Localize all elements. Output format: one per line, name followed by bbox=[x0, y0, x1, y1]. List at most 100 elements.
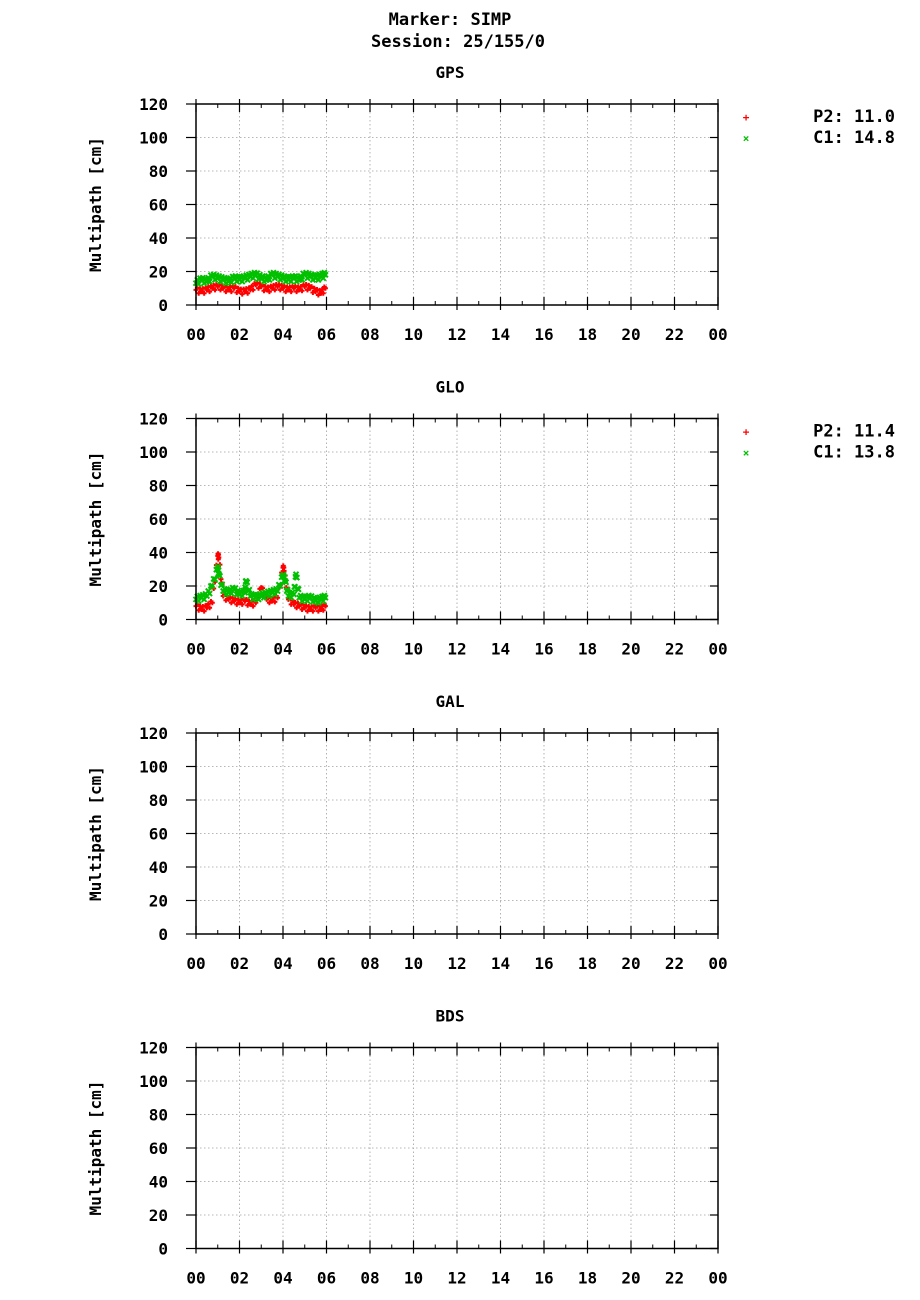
legend-entry: C1: 14.8 bbox=[813, 128, 895, 148]
y-tick-label: 40 bbox=[149, 1173, 168, 1192]
data-point bbox=[216, 572, 224, 580]
y-tick-label: 60 bbox=[149, 825, 168, 844]
y-axis-label: Multipath [cm] bbox=[86, 1081, 105, 1216]
y-tick-label: 120 bbox=[139, 95, 168, 114]
data-point bbox=[215, 566, 222, 574]
x-tick-label: 12 bbox=[447, 640, 466, 659]
data-point bbox=[196, 290, 202, 296]
data-point bbox=[245, 290, 251, 296]
x-tick-label: 20 bbox=[621, 954, 640, 973]
x-tick-label: 00 bbox=[186, 325, 205, 344]
y-axis-label: Multipath [cm] bbox=[86, 766, 105, 901]
data-point bbox=[228, 279, 235, 286]
legend-entry: P2: 11.0 bbox=[813, 107, 895, 127]
data-point bbox=[281, 565, 287, 571]
x-tick-label: 14 bbox=[491, 954, 510, 973]
data-point bbox=[203, 603, 209, 609]
data-point bbox=[266, 276, 273, 284]
x-tick-label: 10 bbox=[404, 640, 423, 659]
data-point bbox=[287, 278, 295, 285]
series-p2 bbox=[193, 551, 328, 614]
data-point bbox=[321, 269, 328, 276]
data-point bbox=[298, 276, 306, 284]
data-point bbox=[201, 290, 207, 296]
x-tick-label: 06 bbox=[317, 325, 336, 344]
data-point bbox=[249, 596, 257, 603]
legend-marker: + bbox=[743, 426, 750, 439]
data-point bbox=[282, 579, 290, 586]
x-tick-label: 22 bbox=[665, 640, 684, 659]
data-point bbox=[239, 592, 246, 600]
y-tick-label: 40 bbox=[149, 858, 168, 877]
x-tick-label: 10 bbox=[404, 954, 423, 973]
x-tick-label: 14 bbox=[491, 325, 510, 344]
x-tick-label: 00 bbox=[186, 640, 205, 659]
x-tick-label: 06 bbox=[317, 954, 336, 973]
x-tick-label: 16 bbox=[534, 1269, 553, 1288]
x-tick-label: 12 bbox=[447, 954, 466, 973]
y-tick-label: 20 bbox=[149, 263, 168, 282]
data-point bbox=[288, 601, 294, 607]
data-point bbox=[287, 594, 295, 601]
legend-marker: × bbox=[743, 132, 750, 145]
x-tick-label: 22 bbox=[665, 325, 684, 344]
legend-entry: P2: 11.4 bbox=[813, 422, 895, 442]
x-tick-label: 08 bbox=[360, 954, 379, 973]
x-tick-label: 16 bbox=[534, 325, 553, 344]
y-tick-label: 80 bbox=[149, 477, 168, 496]
data-point bbox=[237, 600, 242, 606]
x-tick-label: 04 bbox=[273, 1269, 292, 1288]
data-point bbox=[320, 597, 327, 605]
y-tick-label: 120 bbox=[139, 724, 168, 743]
data-point bbox=[320, 607, 326, 613]
x-tick-label: 08 bbox=[360, 1269, 379, 1288]
data-point bbox=[216, 552, 222, 558]
data-point bbox=[243, 596, 249, 602]
data-point bbox=[266, 600, 272, 606]
x-tick-label: 20 bbox=[621, 325, 640, 344]
data-point bbox=[272, 599, 278, 605]
data-point bbox=[207, 289, 213, 295]
data-point bbox=[260, 278, 268, 285]
x-tick-label: 22 bbox=[665, 954, 684, 973]
y-tick-label: 20 bbox=[149, 892, 168, 911]
data-point bbox=[234, 289, 240, 295]
panel-title: GAL bbox=[436, 692, 465, 711]
y-tick-label: 40 bbox=[149, 544, 168, 563]
legend-entry: C1: 13.8 bbox=[813, 443, 895, 463]
x-tick-label: 18 bbox=[578, 325, 597, 344]
x-tick-label: 16 bbox=[534, 640, 553, 659]
x-tick-label: 02 bbox=[230, 954, 249, 973]
y-tick-label: 120 bbox=[139, 410, 168, 429]
y-tick-label: 60 bbox=[149, 1139, 168, 1158]
data-point bbox=[207, 582, 215, 590]
data-point bbox=[200, 280, 208, 287]
y-tick-label: 0 bbox=[158, 925, 168, 944]
data-point bbox=[299, 606, 305, 612]
x-tick-label: 04 bbox=[273, 325, 292, 344]
data-point bbox=[232, 284, 238, 290]
data-point bbox=[228, 600, 234, 606]
x-tick-label: 02 bbox=[230, 1269, 249, 1288]
data-point bbox=[266, 592, 273, 600]
data-point bbox=[246, 285, 252, 291]
data-point bbox=[283, 289, 289, 295]
data-point bbox=[315, 608, 321, 614]
x-tick-label: 08 bbox=[360, 325, 379, 344]
x-tick-label: 00 bbox=[186, 1269, 205, 1288]
y-tick-label: 80 bbox=[149, 791, 168, 810]
y-tick-label: 0 bbox=[158, 1240, 168, 1259]
data-point bbox=[208, 598, 214, 604]
data-point bbox=[277, 582, 284, 590]
data-point bbox=[293, 278, 300, 285]
data-point bbox=[222, 280, 230, 287]
data-point bbox=[249, 283, 255, 289]
data-point bbox=[320, 274, 327, 282]
x-tick-label: 20 bbox=[621, 640, 640, 659]
y-tick-label: 60 bbox=[149, 510, 168, 529]
x-tick-label: 00 bbox=[708, 954, 727, 973]
data-point bbox=[201, 608, 207, 614]
x-tick-label: 00 bbox=[708, 1269, 727, 1288]
